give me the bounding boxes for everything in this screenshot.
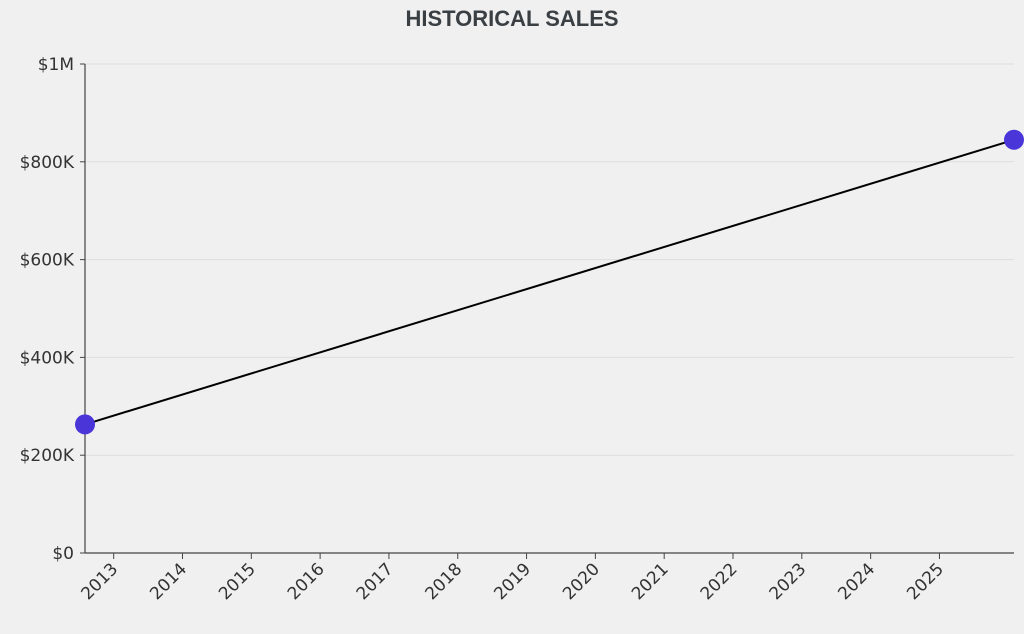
x-tick-label: 2018 [422,559,467,604]
series [75,129,1024,435]
axes: $0 $200K $400K $600K $800K $1M 2013 2014 2015 201… [20,55,1014,604]
x-tick-label: 2013 [77,559,122,604]
x-tick-label: 2019 [490,559,535,604]
x-tick-label: 2024 [834,559,879,604]
y-tick-label: $200K [20,446,75,466]
y-tick-label: $600K [20,251,75,271]
y-tick-label: $800K [20,153,75,173]
x-tick-label: 2021 [628,559,673,604]
chart-title: HISTORICAL SALES [405,6,618,31]
data-point [75,414,95,435]
x-tick-label: 2025 [903,559,948,604]
y-tick-label: $1M [38,55,74,75]
y-tick-label: $400K [20,348,75,368]
grid [85,63,1014,456]
x-tick-label: 2017 [353,559,398,604]
series-line [84,138,1015,426]
x-tick-label: 2015 [215,559,260,604]
data-point [1004,129,1024,150]
x-tick-label: 2022 [697,559,742,604]
x-tick-label: 2020 [559,559,604,604]
x-tick-label: 2014 [146,559,191,604]
y-tick-label: $0 [52,544,74,564]
x-tick-label: 2016 [284,559,329,604]
x-tick-label: 2023 [766,559,811,604]
